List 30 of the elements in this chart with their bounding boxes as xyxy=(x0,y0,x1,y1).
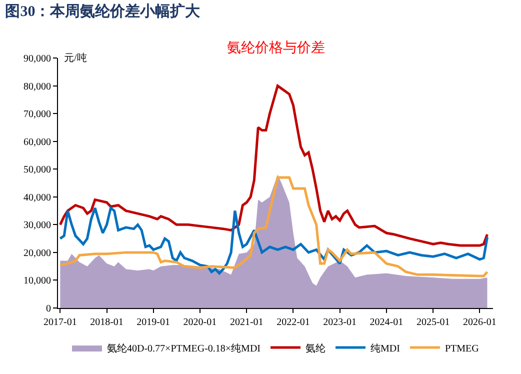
x-tick-label: 2025-01 xyxy=(416,317,450,328)
y-tick-label: 80,000 xyxy=(24,81,51,92)
x-tick-label: 2026-01 xyxy=(463,317,496,328)
y-tick-label: 30,000 xyxy=(24,220,51,232)
line-series xyxy=(58,206,489,275)
y-tick-label: 0 xyxy=(46,304,51,314)
chart-title: 图30：本周氨纶价差小幅扩大 xyxy=(5,2,202,20)
legend-label: 氨纶40D-0.77×PTMEG-0.18×纯MDI xyxy=(107,342,260,354)
y-tick-label: 60,000 xyxy=(24,136,51,148)
y-tick-label: 10,000 xyxy=(24,276,51,287)
y-tick-label: 70,000 xyxy=(24,109,51,120)
x-tick-label: 2017-01 xyxy=(44,317,77,328)
legend-label: PTMEG xyxy=(444,343,479,354)
x-tick-label: 2024-01 xyxy=(370,317,404,328)
line-series xyxy=(58,84,489,247)
y-tick-label: 90,000 xyxy=(24,54,51,64)
y-tick-label: 20,000 xyxy=(24,248,51,259)
x-tick-label: 2022-01 xyxy=(276,317,310,328)
line-series xyxy=(58,176,489,278)
x-tick-label: 2020-01 xyxy=(183,317,217,328)
y-tick-label: 50,000 xyxy=(24,164,51,176)
legend-label: 氨纶 xyxy=(306,342,326,354)
x-tick-label: 2023-01 xyxy=(323,317,356,328)
y-tick-label: 40,000 xyxy=(24,192,51,204)
chart-subtitle: 氨纶价格与价差 xyxy=(227,40,325,56)
x-tick-label: 2019-01 xyxy=(136,317,170,328)
y-axis-title: 元/吨 xyxy=(64,52,87,64)
legend-label: 纯MDI xyxy=(370,342,400,354)
x-tick-label: 2021-01 xyxy=(230,317,264,328)
x-tick-label: 2018-01 xyxy=(90,317,124,328)
